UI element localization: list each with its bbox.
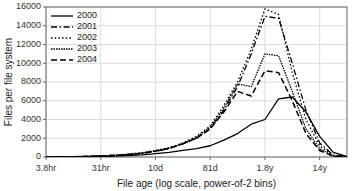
series-line xyxy=(46,54,347,157)
legend-label: 2000 xyxy=(77,10,97,20)
grid-line-x xyxy=(210,7,211,157)
tick-label-y: 4000 xyxy=(21,114,41,124)
series-line xyxy=(46,16,347,157)
series-line xyxy=(46,9,347,157)
legend-swatch xyxy=(51,48,73,49)
tick-label-y: 8000 xyxy=(21,76,41,86)
grid xyxy=(46,7,347,157)
plot-frame xyxy=(46,7,347,157)
tick-label-y: 14000 xyxy=(16,20,41,30)
chart: 0 2000 4000 6000 8000 10000 12000 14000 16000 3.8… xyxy=(0,0,355,191)
lines xyxy=(46,9,347,157)
tick-label-x: 3.8hr xyxy=(36,163,57,173)
tick-label-x: 14y xyxy=(312,163,327,173)
grid-line-x xyxy=(155,7,156,157)
tick-label-y: 2000 xyxy=(21,133,41,143)
tick-label-y: 0 xyxy=(36,151,41,161)
series-line xyxy=(46,97,347,157)
legend-label: 2003 xyxy=(77,43,97,53)
tick-label-x: 10d xyxy=(148,163,163,173)
grid-line-y xyxy=(46,100,347,101)
x-axis-label: File age (log scale, power-of-2 bins) xyxy=(117,178,276,189)
series-line xyxy=(46,71,347,157)
plot-background xyxy=(46,7,347,157)
y-axis-label: Files per file system xyxy=(3,38,14,126)
tick-label-y: 16000 xyxy=(16,1,41,11)
legend: 20002001200220032004 xyxy=(51,10,97,64)
tick-label-x: 31hr xyxy=(92,163,110,173)
grid-line-x xyxy=(264,7,265,157)
tick-label-y: 6000 xyxy=(21,95,41,105)
legend-swatch xyxy=(51,59,73,61)
tick-label-x: 81d xyxy=(203,163,218,173)
legend-swatch xyxy=(51,37,73,38)
grid-line-x xyxy=(100,7,101,157)
legend-swatch xyxy=(51,15,73,16)
tick-label-y: 10000 xyxy=(16,58,41,68)
legend-swatch xyxy=(51,26,73,27)
grid-line-y xyxy=(46,82,347,83)
legend-label: 2001 xyxy=(77,21,97,31)
legend-label: 2004 xyxy=(77,54,97,64)
legend-label: 2002 xyxy=(77,32,97,42)
tick-label-x: 1.8y xyxy=(256,163,274,173)
tick-label-y: 12000 xyxy=(16,39,41,49)
